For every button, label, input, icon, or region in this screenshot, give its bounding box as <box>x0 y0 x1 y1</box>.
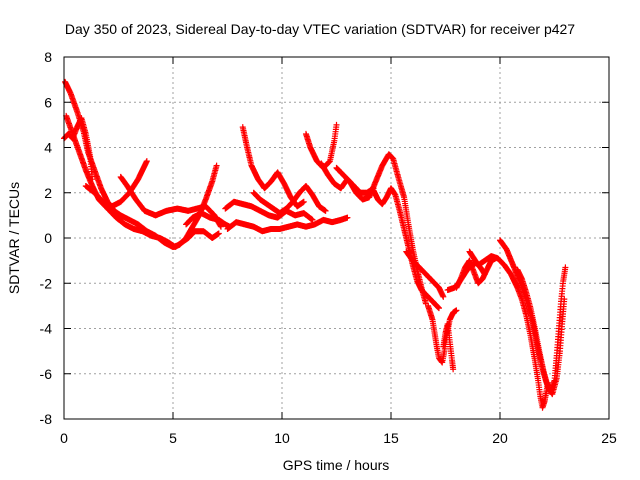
data-point <box>217 223 224 230</box>
data-point <box>435 305 442 312</box>
data-point <box>300 198 307 205</box>
y-tick-label: -8 <box>40 411 53 427</box>
data-point <box>333 121 340 128</box>
x-tick-label: 20 <box>492 430 508 446</box>
y-tick-label: 6 <box>44 94 52 110</box>
data-point <box>344 214 351 221</box>
data-point <box>450 366 457 373</box>
data-point <box>215 230 222 237</box>
data-point <box>213 162 220 169</box>
grid <box>64 57 609 419</box>
y-tick-label: 0 <box>44 230 52 246</box>
x-tick-label: 0 <box>60 430 68 446</box>
y-tick-label: -2 <box>40 275 53 291</box>
y-tick-label: -6 <box>40 366 53 382</box>
data-point <box>143 158 150 165</box>
data-point <box>440 293 447 300</box>
y-tick-label: -4 <box>40 321 53 337</box>
data-point <box>309 216 316 223</box>
x-tick-label: 10 <box>274 430 290 446</box>
x-axis: 0 5 10 15 20 25 <box>60 57 617 446</box>
y-tick-label: 2 <box>44 185 52 201</box>
data-point <box>322 207 329 214</box>
x-tick-label: 25 <box>601 430 617 446</box>
data-point <box>561 296 568 303</box>
y-tick-label: 4 <box>44 140 52 156</box>
data-point <box>562 264 569 271</box>
data-point <box>453 307 460 314</box>
y-axis-label: SDTVAR / TECUs <box>6 182 22 294</box>
x-tick-label: 15 <box>383 430 399 446</box>
x-tick-label: 5 <box>169 430 177 446</box>
data-point <box>89 176 96 183</box>
y-axis: -8 -6 -4 -2 0 2 4 6 8 <box>40 49 609 427</box>
y-tick-label: 8 <box>44 49 52 65</box>
data-points <box>61 78 569 411</box>
x-axis-label: GPS time / hours <box>283 457 390 473</box>
chart-title: Day 350 of 2023, Sidereal Day-to-day VTE… <box>65 21 575 37</box>
